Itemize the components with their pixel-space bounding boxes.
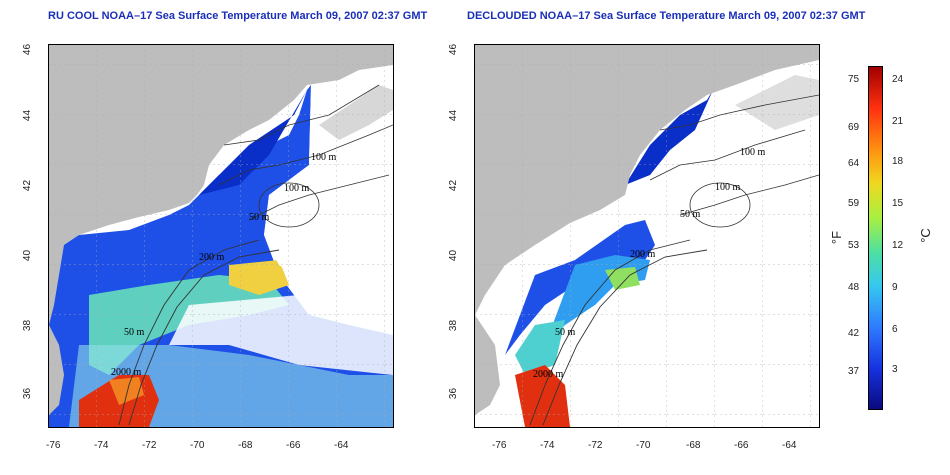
y-tick: 40 xyxy=(448,249,460,262)
x-tick: -68 xyxy=(686,440,701,451)
temperature-colorbar xyxy=(868,66,883,410)
y-tick: 36 xyxy=(22,387,34,400)
y-tick: 38 xyxy=(448,319,460,332)
contour-label: 50 m xyxy=(124,327,145,338)
x-tick: -74 xyxy=(540,440,555,451)
contour-label: 50 m xyxy=(249,212,270,223)
x-tick: -74 xyxy=(94,440,109,451)
contour-label: 50 m xyxy=(555,327,576,338)
contour-label: 200 m xyxy=(630,249,656,260)
y-tick: 42 xyxy=(22,179,34,192)
x-tick: -72 xyxy=(588,440,603,451)
left-map-title: RU COOL NOAA–17 Sea Surface Temperature … xyxy=(48,10,428,22)
y-tick: 36 xyxy=(448,387,460,400)
right-sst-map-graphic: 100 m 100 m 50 m 200 m 50 m 2000 m xyxy=(475,45,819,427)
x-tick: -70 xyxy=(636,440,651,451)
right-sst-map: 100 m 100 m 50 m 200 m 50 m 2000 m xyxy=(474,44,820,428)
y-tick: 40 xyxy=(22,249,34,262)
y-tick: 44 xyxy=(22,109,34,122)
y-tick: 42 xyxy=(448,179,460,192)
x-tick: -66 xyxy=(286,440,301,451)
celsius-tick: 18 xyxy=(892,156,904,167)
celsius-tick: 3 xyxy=(892,364,898,375)
x-tick: -64 xyxy=(334,440,349,451)
celsius-tick: 24 xyxy=(892,74,904,85)
fahrenheit-unit-label: °F xyxy=(829,230,845,245)
y-tick: 38 xyxy=(22,319,34,332)
contour-label: 200 m xyxy=(199,252,225,263)
fahrenheit-tick: 75 xyxy=(848,74,860,85)
x-tick: -64 xyxy=(782,440,797,451)
x-tick: -72 xyxy=(142,440,157,451)
fahrenheit-tick: 53 xyxy=(848,240,860,251)
celsius-tick: 6 xyxy=(892,324,898,335)
right-map-title: DECLOUDED NOAA–17 Sea Surface Temperatur… xyxy=(467,10,866,22)
contour-label: 100 m xyxy=(284,183,310,194)
contour-label: 2000 m xyxy=(533,369,564,380)
fahrenheit-tick: 69 xyxy=(848,122,860,133)
celsius-tick: 21 xyxy=(892,116,904,127)
y-tick: 44 xyxy=(448,109,460,122)
celsius-tick: 12 xyxy=(892,240,904,251)
celsius-tick: 9 xyxy=(892,282,898,293)
celsius-tick: 15 xyxy=(892,198,904,209)
y-tick: 46 xyxy=(22,43,34,56)
celsius-unit-label: °C xyxy=(917,228,933,243)
contour-label: 100 m xyxy=(740,147,766,158)
left-sst-map: 100 m 100 m 50 m 200 m 50 m 2000 m xyxy=(48,44,394,428)
contour-label: 2000 m xyxy=(111,367,142,378)
y-tick: 46 xyxy=(448,43,460,56)
contour-label: 100 m xyxy=(311,152,337,163)
fahrenheit-tick: 64 xyxy=(848,158,860,169)
x-tick: -68 xyxy=(238,440,253,451)
x-tick: -66 xyxy=(734,440,749,451)
contour-label: 100 m xyxy=(715,182,741,193)
x-tick: -76 xyxy=(46,440,61,451)
fahrenheit-tick: 59 xyxy=(848,198,860,209)
x-tick: -70 xyxy=(190,440,205,451)
x-tick: -76 xyxy=(492,440,507,451)
fahrenheit-tick: 42 xyxy=(848,328,860,339)
fahrenheit-tick: 37 xyxy=(848,366,860,377)
fahrenheit-tick: 48 xyxy=(848,282,860,293)
left-sst-map-graphic: 100 m 100 m 50 m 200 m 50 m 2000 m xyxy=(49,45,393,427)
contour-label: 50 m xyxy=(680,209,701,220)
